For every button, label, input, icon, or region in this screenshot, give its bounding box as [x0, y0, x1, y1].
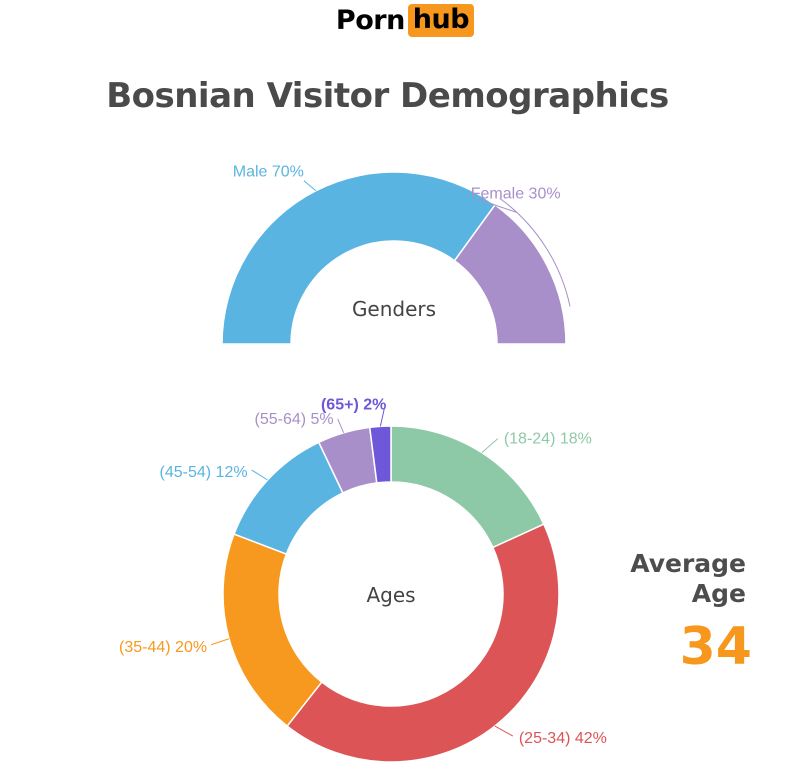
- age-label-35-44: (35-44) 20%: [119, 639, 207, 656]
- ages-center-label: Ages: [366, 583, 415, 607]
- brand-logo-part1: Porn: [335, 5, 405, 36]
- average-age-label-line1: Average: [630, 549, 746, 578]
- genders-center-label: Genders: [352, 297, 436, 321]
- age-leader-35-44: [210, 638, 230, 646]
- average-age-value: 34: [679, 617, 752, 677]
- age-leader-65: [379, 408, 385, 427]
- brand-logo: Porn hub: [0, 4, 810, 37]
- age-leader-25-34: [494, 725, 514, 737]
- gender-slice-male: [221, 171, 497, 345]
- age-label-18-24: (18-24) 18%: [504, 431, 592, 448]
- age-slice-65: [368, 425, 392, 484]
- age-leader-55-64: [337, 418, 345, 434]
- gender-bracket-female: [499, 197, 571, 307]
- age-label-65: (65+) 2%: [321, 396, 386, 413]
- age-leader-18-24: [481, 438, 499, 454]
- age-slice-25-34: [286, 523, 560, 763]
- gender-label-female: Female 30%: [471, 185, 561, 202]
- age-label-55-64: (55-64) 5%: [255, 411, 334, 428]
- age-label-25-34: (25-34) 42%: [519, 730, 607, 747]
- average-age-label-line2: Age: [691, 579, 746, 608]
- brand-logo-part2: hub: [407, 4, 475, 37]
- age-leader-45-54: [251, 469, 268, 481]
- age-label-45-54: (45-54) 12%: [160, 464, 248, 481]
- page-title: Bosnian Visitor Demographics: [106, 76, 669, 116]
- gender-leader-female: [476, 197, 517, 213]
- gender-leader-male: [303, 180, 317, 192]
- gender-slice-female: [453, 203, 567, 345]
- age-slice-35-44: [222, 533, 323, 728]
- gender-label-male: Male 70%: [233, 164, 304, 181]
